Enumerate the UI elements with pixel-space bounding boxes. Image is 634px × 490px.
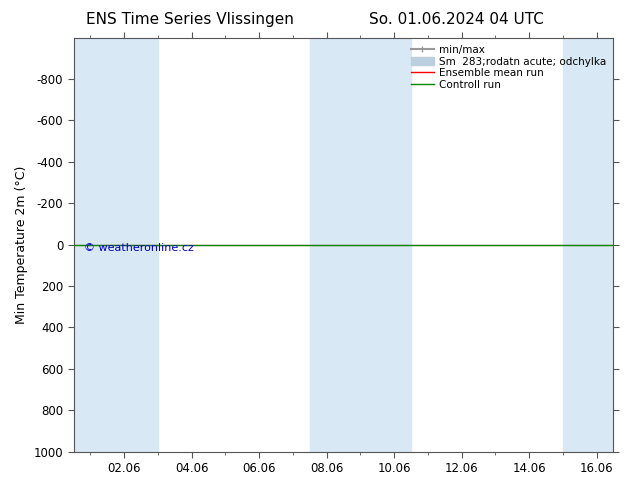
Bar: [74, 38, 158, 452]
Y-axis label: Min Temperature 2m (°C): Min Temperature 2m (°C): [15, 166, 28, 324]
Bar: [563, 38, 614, 452]
Text: © weatheronline.cz: © weatheronline.cz: [84, 243, 194, 252]
Bar: [310, 38, 411, 452]
Legend: min/max, Sm  283;rodatn acute; odchylka, Ensemble mean run, Controll run: min/max, Sm 283;rodatn acute; odchylka, …: [409, 43, 608, 92]
Text: ENS Time Series Vlissingen: ENS Time Series Vlissingen: [86, 12, 294, 27]
Text: So. 01.06.2024 04 UTC: So. 01.06.2024 04 UTC: [369, 12, 544, 27]
